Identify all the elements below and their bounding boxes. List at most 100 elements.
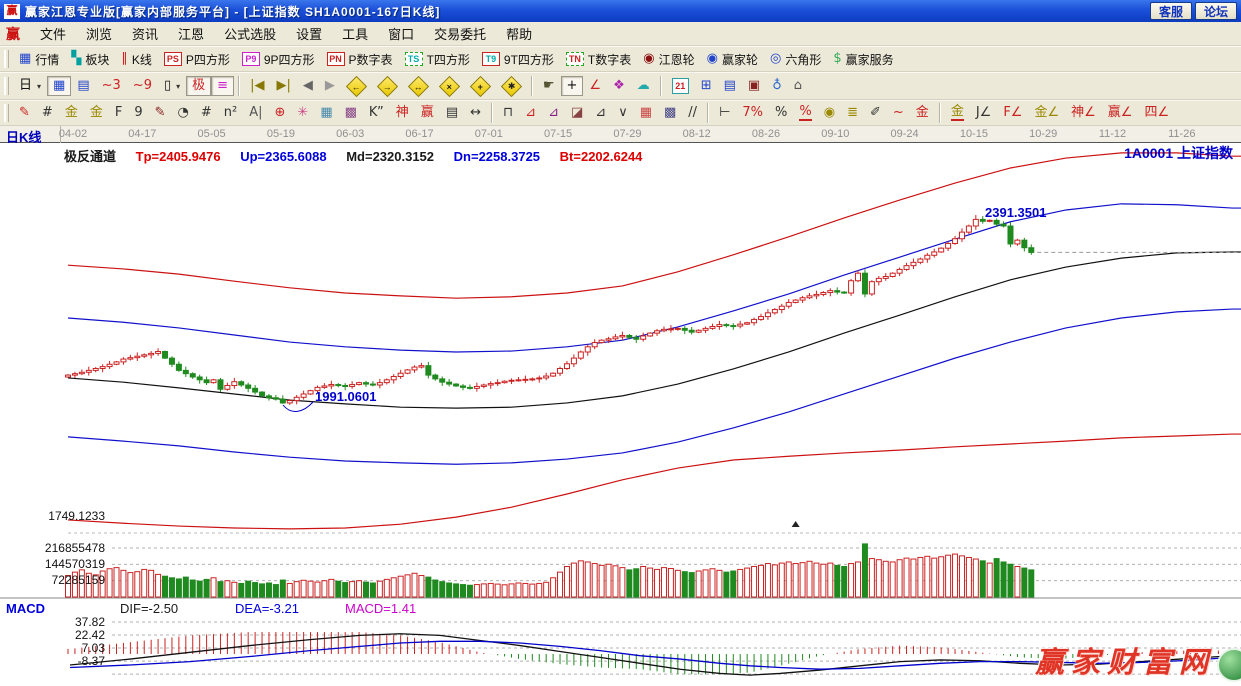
k-quote-icon[interactable]: K” xyxy=(363,103,390,123)
p-number-table-button[interactable]: PN P数字表 xyxy=(321,48,399,71)
grid-arrow-icon[interactable]: ▩ xyxy=(658,103,682,123)
slant-lines-icon[interactable]: // xyxy=(682,103,703,123)
gold-angle-icon[interactable]: 金∠ xyxy=(1028,103,1065,123)
candle-style-dropdown[interactable]: ▯ ▾ xyxy=(158,76,186,96)
wave-v-icon[interactable]: ∨ xyxy=(612,103,634,123)
angle-fan-icon[interactable]: ⊿ xyxy=(589,103,612,123)
percent-retrace-icon[interactable]: 7% xyxy=(736,103,769,123)
gold-circle-icon[interactable]: ◉ xyxy=(818,103,841,123)
win-angle-icon[interactable]: 赢∠ xyxy=(1102,103,1139,123)
t9-square-button[interactable]: T9 9T四方形 xyxy=(476,48,560,71)
gold-lines-icon[interactable]: ≣ xyxy=(841,103,864,123)
symbol-label[interactable]: 1A0001 上证指数 xyxy=(1124,145,1233,161)
number-grid-icon[interactable]: ▤ xyxy=(440,103,464,123)
menu-item-浏览[interactable]: 浏览 xyxy=(86,27,113,42)
customer-service-button[interactable]: 客服 xyxy=(1149,2,1192,20)
time-cycle-icon[interactable]: ◔ xyxy=(172,103,195,123)
forum-button[interactable]: 论坛 xyxy=(1194,2,1237,20)
scale-ruler-icon[interactable]: ⊢ xyxy=(713,103,736,123)
chart-canvas[interactable]: 极反通道 Tp=2405.9476 Up=2365.6088 Md=2320.3… xyxy=(0,143,1241,686)
pan-right-icon[interactable]: → xyxy=(372,75,403,97)
angle-measure-icon[interactable]: ∠ xyxy=(583,76,607,96)
line-grid-icon[interactable]: # xyxy=(195,103,218,123)
menu-item-江恩[interactable]: 江恩 xyxy=(178,27,205,42)
mirror-fold-icon[interactable]: A| xyxy=(243,103,268,123)
menu-item-工具[interactable]: 工具 xyxy=(342,27,369,42)
four-angle-icon[interactable]: 四∠ xyxy=(1138,103,1175,123)
pen-vertical-icon[interactable]: ✐ xyxy=(864,103,887,123)
menu-item-资讯[interactable]: 资讯 xyxy=(132,27,159,42)
star-circle-icon[interactable]: ✳ xyxy=(291,103,314,123)
remote-pc-icon[interactable]: ⌂ xyxy=(788,76,808,96)
market-quotes-button[interactable]: ▦ 行情 xyxy=(13,48,65,71)
gann-grid-icon[interactable]: # xyxy=(36,103,59,123)
main-chart-window-icon[interactable]: ▦ xyxy=(47,76,72,96)
first-bar-icon[interactable]: |◀ xyxy=(244,76,270,96)
pan-left-icon[interactable]: ← xyxy=(341,75,372,97)
p9-square-button[interactable]: P9 9P四方形 xyxy=(236,48,321,71)
percent-icon[interactable]: % xyxy=(769,103,793,123)
shen-grid-icon[interactable]: 神 xyxy=(390,103,415,123)
jifan-channel-icon[interactable]: 极 xyxy=(186,76,212,96)
menu-item-窗口[interactable]: 窗口 xyxy=(388,27,415,42)
j-angle-icon[interactable]: J∠ xyxy=(970,103,998,123)
crosshair-icon[interactable]: + xyxy=(560,76,584,96)
winner-service-button[interactable]: $ 赢家服务 xyxy=(827,48,899,71)
web-globe-icon[interactable]: ♁ xyxy=(766,76,788,96)
toolbar-grip[interactable] xyxy=(4,77,9,95)
brush-icon[interactable]: ✎ xyxy=(13,103,36,123)
menu-item-交易委托[interactable]: 交易委托 xyxy=(434,27,487,42)
menu-item-公式选股[interactable]: 公式选股 xyxy=(224,27,277,42)
red-fan-icon[interactable]: ⊿ xyxy=(519,103,542,123)
purple-fan-icon[interactable]: ⊿ xyxy=(542,103,565,123)
win-grid-icon[interactable]: 赢 xyxy=(415,103,440,123)
shen-angle-icon[interactable]: 神∠ xyxy=(1065,103,1102,123)
menu-item-文件[interactable]: 文件 xyxy=(40,27,67,42)
winner-wheel-button[interactable]: ◉ 赢家轮 xyxy=(701,48,764,71)
red-pen-icon[interactable]: ✎ xyxy=(149,103,172,123)
grid-box-alt-icon[interactable]: ▩ xyxy=(339,103,363,123)
hexagon-button[interactable]: ◎ 六角形 xyxy=(764,48,827,71)
n-square-icon[interactable]: n² xyxy=(218,103,243,123)
toolbar-grip[interactable] xyxy=(4,50,9,68)
period-day-dropdown[interactable]: 日 ▾ xyxy=(13,76,47,96)
sector-blocks-button[interactable]: ▚ 板块 xyxy=(65,48,115,71)
expand-horizontal-icon[interactable]: ↔ xyxy=(403,75,434,97)
width-measure-icon[interactable]: ↔ xyxy=(464,103,487,123)
t-square-button[interactable]: TS T四方形 xyxy=(399,48,476,71)
mind-cloud-icon[interactable]: ☁ xyxy=(631,76,656,96)
spiral-9-icon[interactable]: 9 xyxy=(128,103,148,123)
calendar-icon[interactable]: 21 xyxy=(666,75,695,97)
p-square-button[interactable]: PS P四方形 xyxy=(158,48,236,71)
fit-view-icon[interactable]: ✱ xyxy=(496,75,527,97)
menu-item-帮助[interactable]: 帮助 xyxy=(506,27,533,42)
compress-9-bars-icon[interactable]: ~9 xyxy=(127,76,158,96)
grid-box-icon[interactable]: ▦ xyxy=(314,103,338,123)
gann-box-icon[interactable]: ❖ xyxy=(607,76,631,96)
calculator-icon[interactable]: ⊞ xyxy=(695,76,718,96)
percent-line-icon[interactable]: % xyxy=(793,102,817,124)
red-grid-icon[interactable]: ▦ xyxy=(634,103,658,123)
next-bar-icon[interactable]: ▶ xyxy=(319,76,341,96)
chart-svg[interactable] xyxy=(0,143,1241,686)
last-bar-icon[interactable]: ▶| xyxy=(270,76,296,96)
shade-fan-icon[interactable]: ◪ xyxy=(565,103,589,123)
toolbar-grip[interactable] xyxy=(4,104,9,122)
gold-underline-icon[interactable]: 金 xyxy=(945,102,970,124)
f-angle-icon[interactable]: F∠ xyxy=(997,103,1028,123)
notes-icon[interactable]: ▤ xyxy=(718,76,742,96)
kline-button[interactable]: ∥ K线 xyxy=(115,48,158,71)
t-number-table-button[interactable]: TN T数字表 xyxy=(560,48,637,71)
compress-view-icon[interactable]: × xyxy=(434,75,465,97)
bracket-icon[interactable]: ⊓ xyxy=(497,103,519,123)
prev-bar-icon[interactable]: ◀ xyxy=(297,76,319,96)
hand-drag-icon[interactable]: ☛ xyxy=(537,76,561,96)
gold-grid-down-icon[interactable]: 金 xyxy=(84,103,109,123)
menu-item-设置[interactable]: 设置 xyxy=(296,27,323,42)
compress-3-bars-icon[interactable]: ~3 xyxy=(96,76,127,96)
gold-grid-up-icon[interactable]: 金 xyxy=(59,103,84,123)
info-list-icon[interactable]: ▤ xyxy=(71,76,95,96)
wave-line-icon[interactable]: ~ xyxy=(887,103,910,123)
gold-bands-icon[interactable]: 金 xyxy=(910,103,935,123)
save-icon[interactable]: ▣ xyxy=(742,76,766,96)
